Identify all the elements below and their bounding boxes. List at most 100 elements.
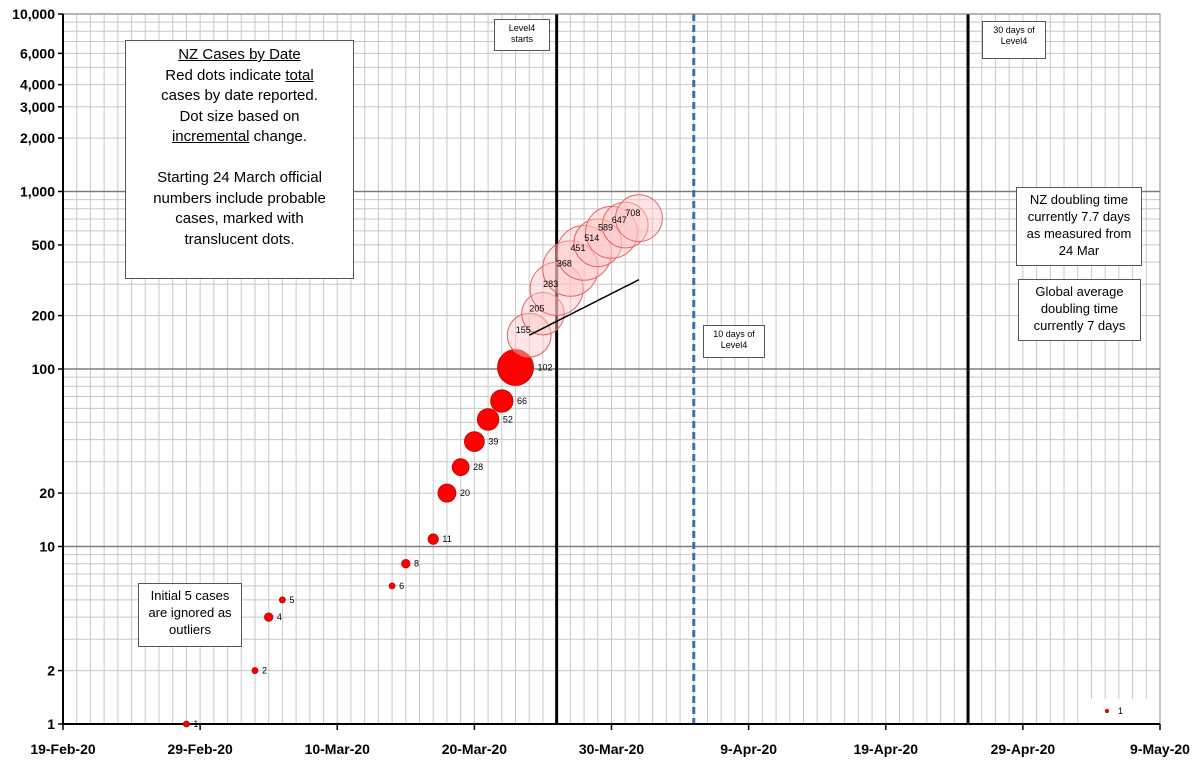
data-label: 647 xyxy=(612,215,627,225)
y-tick-label: 6,000 xyxy=(20,45,55,61)
annotation-line: Level4 xyxy=(1000,36,1028,46)
data-label: 102 xyxy=(538,362,553,372)
data-label: 20 xyxy=(460,488,470,498)
annotation-line: starts xyxy=(510,34,533,44)
annotation-line: 30 days of xyxy=(993,25,1035,35)
data-label: 283 xyxy=(543,279,558,289)
data-label: 52 xyxy=(503,414,513,424)
y-tick-label: 2 xyxy=(47,663,55,679)
data-label: 205 xyxy=(529,304,544,314)
data-label: 1 xyxy=(193,719,198,729)
annotation-line: Starting 24 March official xyxy=(157,169,322,186)
x-tick-label: 30-Mar-20 xyxy=(579,741,645,757)
data-point xyxy=(278,596,286,604)
annotation-line: numbers include probable xyxy=(153,189,326,207)
data-point xyxy=(614,194,663,243)
data-point xyxy=(264,612,274,622)
data-point xyxy=(388,582,396,590)
x-tick-label: 29-Feb-20 xyxy=(167,741,233,757)
y-tick-label: 4,000 xyxy=(20,77,55,93)
ten-days-box: 10 days of Level4 xyxy=(703,325,765,358)
data-point xyxy=(601,201,649,249)
annotation-line: Level4 xyxy=(720,340,748,350)
data-label: 39 xyxy=(488,437,498,447)
annotation-line: NZ doubling time xyxy=(1029,192,1129,207)
data-label: 514 xyxy=(584,233,599,243)
x-tick-label: 29-Apr-20 xyxy=(991,741,1056,757)
annotation-line: outliers xyxy=(169,622,211,637)
level4-starts-box: Level4 starts xyxy=(494,19,550,51)
data-point xyxy=(476,408,500,431)
annotation-line: doubling time xyxy=(1040,301,1119,316)
data-points xyxy=(183,194,663,728)
data-point xyxy=(427,533,439,545)
annotation-line: 24 Mar xyxy=(1058,243,1100,258)
y-tick-label: 10,000 xyxy=(12,6,55,22)
annotation-line: Red dots indicate total xyxy=(165,66,314,84)
data-label: 708 xyxy=(625,208,640,218)
data-label: 4 xyxy=(277,612,282,622)
data-point xyxy=(490,389,514,413)
axes xyxy=(58,13,1161,730)
annotation-line: cases, marked with xyxy=(175,210,304,227)
annotation-title: NZ Cases by Date xyxy=(178,46,301,63)
annotation-line: cases by date reported. xyxy=(161,87,318,104)
x-tick-label: 10-Mar-20 xyxy=(305,741,371,757)
annotation-line: translucent dots. xyxy=(184,230,295,248)
y-tick-label: 2,000 xyxy=(20,130,55,146)
grid-lines xyxy=(62,13,1161,725)
data-label: 6 xyxy=(399,581,404,591)
data-labels: 1 2 45 6 8 11 20 28 39 52 66 102 155 205 283 368 4515145… xyxy=(193,208,640,729)
data-label: 2 xyxy=(262,666,267,676)
legend-marker xyxy=(1104,708,1110,714)
data-point xyxy=(251,667,259,674)
y-tick-label: 20 xyxy=(39,485,55,501)
y-tick-label: 500 xyxy=(32,237,56,253)
legend: 1 xyxy=(1082,699,1159,723)
y-tick-label: 100 xyxy=(32,361,56,377)
data-label: 368 xyxy=(557,259,572,269)
thirty-days-box: 30 days of Level4 xyxy=(982,21,1046,59)
annotation-line: as measured from xyxy=(1026,226,1132,241)
main-annotation-box: NZ Cases by Date Red dots indicate total… xyxy=(125,40,354,279)
y-tick-label: 200 xyxy=(32,308,56,324)
annotation-line: currently 7.7 days xyxy=(1027,209,1131,224)
data-label: 66 xyxy=(517,396,527,406)
data-point xyxy=(437,483,457,503)
legend-box xyxy=(1082,699,1159,723)
x-tick-label: 20-Mar-20 xyxy=(442,741,508,757)
x-tick-label: 19-Feb-20 xyxy=(30,741,96,757)
y-tick-label: 1 xyxy=(47,716,55,732)
data-label: 155 xyxy=(516,325,531,335)
annotation-line: Global average xyxy=(1035,284,1124,299)
annotation-line: Level4 xyxy=(508,23,536,33)
data-point xyxy=(401,559,411,569)
data-label: 451 xyxy=(571,243,586,253)
trend-line xyxy=(528,279,640,336)
tick-labels: 1 2 10 20 100 200 500 1,000 2,000 3,000 4,000 6,000… xyxy=(12,6,1190,757)
annotation-line: 10 days of xyxy=(713,329,755,339)
x-tick-label: 19-Apr-20 xyxy=(853,741,918,757)
data-label: 589 xyxy=(598,222,613,232)
data-label: 28 xyxy=(473,462,483,472)
data-point xyxy=(183,720,190,728)
annotation-line: currently 7 days xyxy=(1033,318,1126,333)
annotation-line: Initial 5 cases xyxy=(150,588,230,603)
data-label: 5 xyxy=(289,595,294,605)
y-tick-label: 3,000 xyxy=(20,99,55,115)
outliers-annotation-box: Initial 5 cases are ignored as outliers xyxy=(138,583,242,647)
annotation-line: Dot size based on xyxy=(179,107,300,125)
annotation-spacer xyxy=(126,148,353,169)
data-point xyxy=(497,349,534,386)
data-point xyxy=(451,458,470,477)
data-point xyxy=(464,431,485,452)
vertical-markers xyxy=(555,14,970,724)
trend-line-path xyxy=(528,279,640,336)
global-doubling-box: Global average doubling time currently 7… xyxy=(1018,279,1141,341)
y-tick-label: 1,000 xyxy=(20,184,55,200)
legend-label: 1 xyxy=(1118,706,1123,716)
y-tick-label: 10 xyxy=(39,539,55,555)
nz-doubling-box: NZ doubling time currently 7.7 days as m… xyxy=(1016,187,1142,266)
x-tick-label: 9-May-20 xyxy=(1130,741,1190,757)
